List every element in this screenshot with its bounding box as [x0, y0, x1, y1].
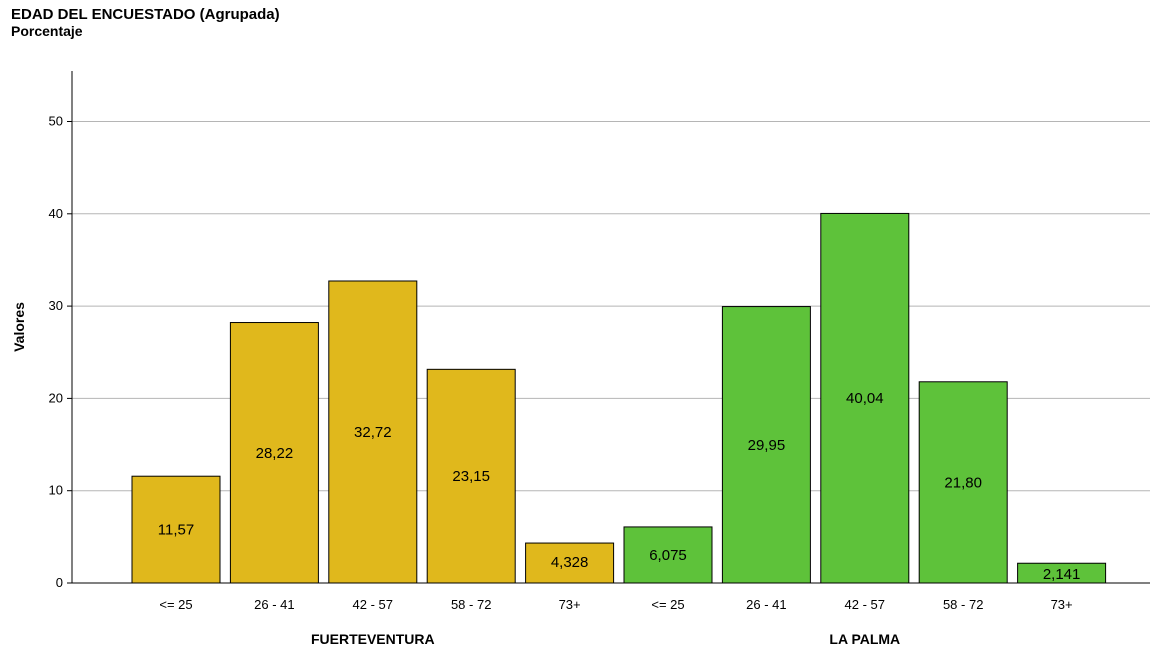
- bar: [820, 212, 910, 584]
- y-tick-label: 10: [49, 483, 63, 498]
- bar-data-label: 2,141: [1043, 566, 1081, 583]
- y-tick-label: 40: [49, 206, 63, 221]
- x-category-label: 26 - 41: [746, 597, 786, 612]
- bar-data-label: 32,72: [354, 424, 392, 441]
- x-category-label: 26 - 41: [254, 597, 294, 612]
- bar-data-label: 4,328: [551, 554, 589, 571]
- chart-subtitle: Porcentaje: [11, 23, 83, 39]
- x-axis-categories: <= 25 26 - 41 42 - 57 58 - 72 73+ <= 25 26 - 4…: [159, 597, 1072, 612]
- bar-data-label: 23,15: [452, 468, 490, 485]
- bar: [623, 526, 713, 584]
- bar-data-label: 21,80: [944, 474, 982, 491]
- x-category-label: 73+: [1051, 597, 1073, 612]
- x-group-label: FUERTEVENTURA: [311, 631, 435, 647]
- chart-title-block: EDAD DEL ENCUESTADO (Agrupada) Porcentaj…: [11, 6, 280, 40]
- x-category-label: <= 25: [651, 597, 684, 612]
- bar-data-label: 40,04: [846, 390, 884, 407]
- x-category-label: 58 - 72: [943, 597, 983, 612]
- bar: [918, 381, 1008, 584]
- bar: [229, 322, 319, 584]
- y-tick-label: 0: [56, 575, 63, 590]
- y-tick-label: 50: [49, 114, 63, 129]
- bars: 11,57 28,22 32,72 23,15 4,328 6,075 29,95 40,04…: [131, 212, 1107, 584]
- x-category-label: 58 - 72: [451, 597, 491, 612]
- x-category-label: <= 25: [159, 597, 192, 612]
- bar-data-label: 11,57: [158, 522, 194, 539]
- x-category-label: 42 - 57: [353, 597, 393, 612]
- y-tick-label: 20: [49, 390, 63, 405]
- bar-data-label: 28,22: [256, 445, 294, 462]
- x-group-label: LA PALMA: [829, 631, 900, 647]
- bar: [721, 306, 811, 584]
- x-axis-groups: FUERTEVENTURA LA PALMA: [311, 631, 900, 647]
- bar-data-label: 29,95: [748, 437, 786, 454]
- x-category-label: 42 - 57: [845, 597, 885, 612]
- y-tick-label: 30: [49, 298, 63, 313]
- y-axis-ticks: 0 10 20 30 40 50: [49, 114, 72, 590]
- chart-title: EDAD DEL ENCUESTADO (Agrupada): [11, 6, 280, 23]
- bar-data-label: 6,075: [649, 547, 687, 564]
- y-axis-label: Valores: [11, 302, 27, 352]
- x-category-label: 73+: [559, 597, 581, 612]
